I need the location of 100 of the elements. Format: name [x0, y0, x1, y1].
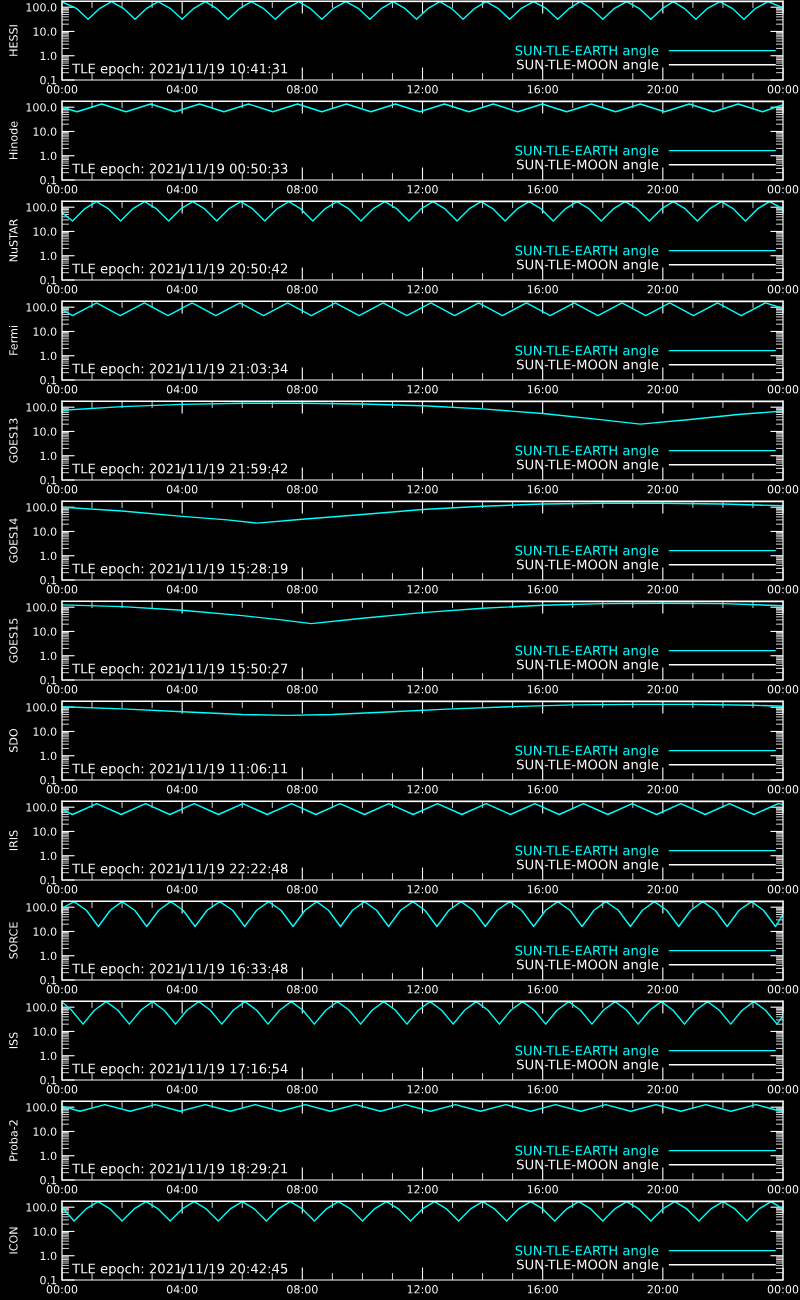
- y-axis-title: Hinode: [9, 121, 18, 159]
- x-tick-label: 00:00: [767, 885, 799, 894]
- y-tick-label: 100.0: [26, 103, 57, 112]
- x-tick-label: 12:00: [407, 185, 438, 194]
- x-tick-label: 04:00: [166, 1085, 198, 1094]
- x-tick-label: 04:00: [166, 1185, 198, 1194]
- x-tick-label: 12:00: [407, 685, 438, 694]
- text: SUN-TLE-MOON angle: [517, 1259, 659, 1273]
- x-tick-label: 00:00: [767, 385, 799, 394]
- y-tick-label: 0.1: [40, 675, 57, 685]
- y-tick-label: 10.0: [33, 1127, 57, 1136]
- y-tick-label: 1.0: [40, 1251, 57, 1261]
- x-tick-label: 04:00: [166, 885, 198, 894]
- text: SUN-TLE-MOON angle: [517, 59, 659, 73]
- text: SUN-TLE-MOON angle: [517, 1159, 659, 1173]
- annotation: TLE epoch: 2021/11/19 22:22:48: [72, 863, 288, 877]
- y-tick-label: 100.0: [26, 303, 57, 312]
- x-tick-label: 00:00: [46, 785, 78, 794]
- x-tick-label: 16:00: [527, 1085, 558, 1094]
- x-tick-label: 00:00: [46, 585, 78, 594]
- y-tick-label: 0.1: [40, 1275, 57, 1285]
- y-tick-label: 0.1: [40, 1075, 57, 1085]
- x-tick-label: 00:00: [46, 985, 78, 994]
- y-tick-label: 10.0: [33, 1227, 57, 1236]
- y-tick-label: 100.0: [26, 1003, 57, 1012]
- y-axis-title: GOES15: [9, 618, 18, 663]
- x-tick-label: 00:00: [767, 285, 799, 294]
- x-tick-label: 16:00: [527, 1285, 558, 1294]
- text: SUN-TLE-EARTH angle: [515, 545, 659, 558]
- x-tick-label: 20:00: [647, 285, 679, 294]
- x-tick-label: 20:00: [647, 485, 679, 494]
- text: SUN-TLE-EARTH angle: [515, 345, 659, 358]
- x-tick-label: 08:00: [287, 1185, 318, 1194]
- x-tick-label: 08:00: [287, 485, 318, 494]
- text: SUN-TLE-MOON angle: [517, 559, 659, 573]
- x-tick-label: 16:00: [527, 185, 558, 194]
- x-tick-label: 16:00: [527, 985, 558, 994]
- series-label: SUN-TLE-EARTH angle: [515, 245, 659, 258]
- series-label: SUN-TLE-EARTH angle: [515, 945, 659, 958]
- x-tick-label: 04:00: [166, 285, 198, 294]
- x-tick-label: 00:00: [46, 85, 78, 94]
- x-tick-label: 08:00: [287, 285, 318, 294]
- y-tick-label: 1.0: [40, 451, 57, 461]
- y-tick-label: 0.1: [40, 775, 57, 785]
- y-tick-label: 100.0: [26, 803, 57, 812]
- y-tick-label: 100.0: [26, 703, 57, 712]
- x-tick-label: 00:00: [46, 285, 78, 294]
- y-tick-label: 100.0: [26, 1103, 57, 1112]
- y-tick-label: 0.1: [40, 975, 57, 985]
- x-tick-label: 16:00: [527, 685, 558, 694]
- x-tick-label: 00:00: [46, 485, 78, 494]
- x-tick-label: 00:00: [767, 185, 799, 194]
- annotation: TLE epoch: 2021/11/19 10:41:31: [72, 63, 288, 77]
- x-tick-label: 12:00: [407, 885, 438, 894]
- y-tick-label: 10.0: [33, 927, 57, 936]
- x-tick-label: 00:00: [46, 385, 78, 394]
- y-tick-label: 0.1: [40, 175, 57, 185]
- text: SUN-TLE-EARTH angle: [515, 45, 659, 58]
- text: SUN-TLE-EARTH angle: [515, 1045, 659, 1058]
- y-axis-title: GOES13: [9, 418, 18, 463]
- x-tick-label: 08:00: [287, 185, 318, 194]
- text: SUN-TLE-MOON angle: [517, 759, 659, 773]
- y-tick-label: 1.0: [40, 751, 57, 761]
- text: SUN-TLE-EARTH angle: [515, 145, 659, 158]
- x-tick-label: 04:00: [166, 85, 198, 94]
- series-label: SUN-TLE-EARTH angle: [515, 1245, 659, 1258]
- x-tick-label: 16:00: [527, 1185, 558, 1194]
- x-tick-label: 04:00: [166, 985, 198, 994]
- y-axis-title: Fermi: [9, 326, 18, 355]
- x-tick-label: 00:00: [767, 85, 799, 94]
- x-tick-label: 20:00: [647, 185, 679, 194]
- annotation: TLE epoch: 2021/11/19 15:28:19: [72, 563, 288, 577]
- y-tick-label: 100.0: [26, 1203, 57, 1212]
- annotation: TLE epoch: 2021/11/19 20:50:42: [72, 263, 288, 277]
- annotation: TLE epoch: 2021/11/19 16:33:48: [72, 963, 288, 977]
- y-tick-label: 10.0: [33, 627, 57, 636]
- x-tick-label: 00:00: [767, 985, 799, 994]
- y-axis-title: NuSTAR: [9, 218, 18, 262]
- x-tick-label: 16:00: [527, 585, 558, 594]
- y-tick-label: 10.0: [33, 527, 57, 536]
- text: SUN-TLE-MOON angle: [517, 359, 659, 373]
- y-tick-label: 1.0: [40, 51, 57, 61]
- series-label: SUN-TLE-EARTH angle: [515, 445, 659, 458]
- y-tick-label: 10.0: [33, 827, 57, 836]
- y-tick-label: 0.1: [40, 875, 57, 885]
- x-tick-label: 12:00: [407, 1285, 438, 1294]
- annotation: TLE epoch: 2021/11/19 11:06:11: [72, 763, 288, 777]
- y-tick-label: 10.0: [33, 427, 57, 436]
- y-tick-label: 1.0: [40, 851, 57, 861]
- x-tick-label: 12:00: [407, 585, 438, 594]
- x-tick-label: 08:00: [287, 685, 318, 694]
- x-tick-label: 20:00: [647, 1185, 679, 1194]
- y-axis-title: ICON: [9, 1227, 18, 1254]
- y-axis-title: ISS: [9, 1032, 18, 1049]
- x-tick-label: 00:00: [767, 1185, 799, 1194]
- text: SUN-TLE-EARTH angle: [515, 845, 659, 858]
- y-tick-label: 100.0: [26, 503, 57, 512]
- annotation: TLE epoch: 2021/11/19 21:03:34: [72, 363, 288, 377]
- y-axis-title: GOES14: [9, 518, 18, 563]
- annotation: TLE epoch: 2021/11/19 20:42:45: [72, 1263, 288, 1277]
